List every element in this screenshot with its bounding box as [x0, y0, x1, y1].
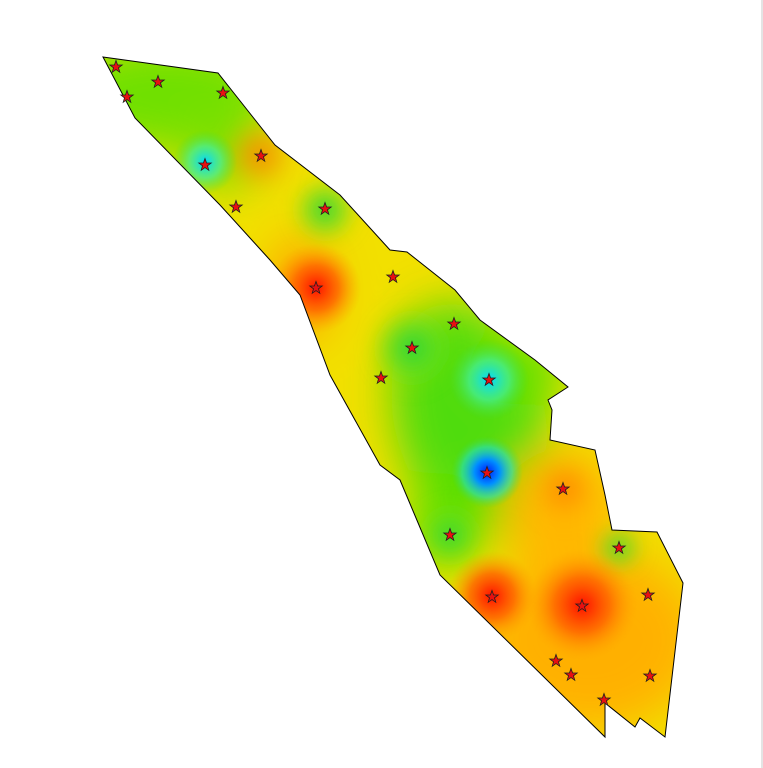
- region-outline: [102, 56, 684, 739]
